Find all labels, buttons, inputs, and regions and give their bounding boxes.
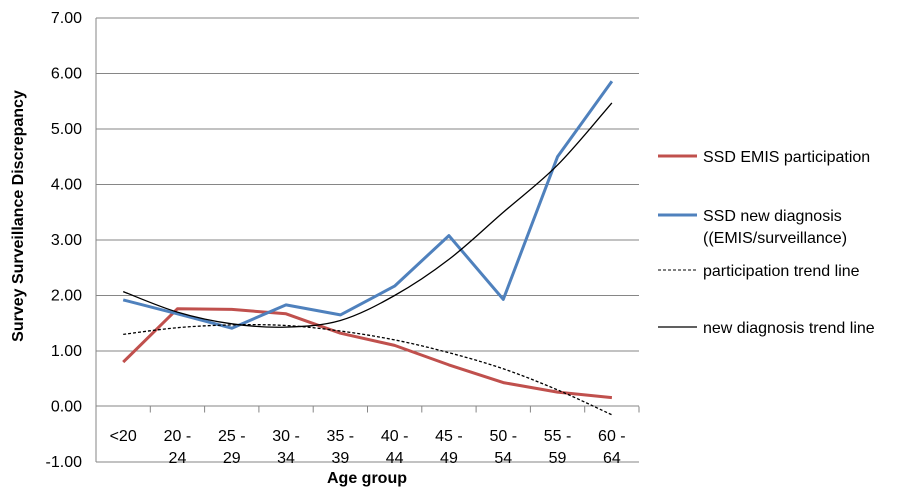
x-tick-label: <20 [110,428,137,445]
series-line-0 [122,307,613,400]
series-line-1 [122,80,614,330]
x-axis-title: Age group [327,470,407,487]
x-tick-label: 54 [494,450,512,467]
x-tick-label: 39 [331,450,349,467]
x-tick-label: 49 [440,450,458,467]
x-tick-label: 25 - [218,428,246,445]
y-tick-label: 4.00 [51,177,82,194]
x-tick-label: 40 - [381,428,409,445]
x-tick-label: 34 [277,450,295,467]
series-layer [122,80,614,400]
x-tick-label: 59 [549,450,567,467]
y-tick-label: 6.00 [51,66,82,83]
trend-line-1 [122,102,613,328]
x-tick-label: 20 - [164,428,192,445]
x-tick-label: 55 - [544,428,572,445]
legend-trend-0-label: participation trend line [703,263,860,280]
y-tick-label: 2.00 [51,288,82,305]
y-tick-labels: 7.00 6.00 5.00 4.00 3.00 2.00 1.00 0.00 -1.00 [46,10,83,471]
legend-trend-1-label: new diagnosis trend line [703,320,875,337]
legend-series-1-label: SSD new diagnosis [703,208,842,225]
legend-series-0-label: SSD EMIS participation [703,149,870,166]
x-tick-label: 24 [169,450,187,467]
x-tick-labels: <20 20 - 24 25 - 29 30 - 34 35 - 39 40 - 44 45 - 49 5… [95,406,640,467]
x-tick-label: 35 - [327,428,355,445]
x-tick-label: 64 [603,450,621,467]
y-tick-label: 5.00 [51,121,82,138]
trend-layer [122,102,613,416]
x-tick-label: 60 - [598,428,626,445]
trend-line-0 [123,324,613,416]
y-tick-label: 0.00 [51,399,82,416]
axes [95,18,639,462]
x-tick-label: 29 [223,450,241,467]
x-tick-label: 50 - [489,428,517,445]
legend: SSD EMIS participation SSD new diagnosis (… [658,149,875,337]
x-tick-label: 45 - [435,428,463,445]
gridlines [96,17,639,463]
y-tick-label: 1.00 [51,343,82,360]
y-tick-label: -1.00 [46,454,83,471]
legend-series-1-label: ((EMIS/surveillance) [703,230,847,247]
y-tick-label: 3.00 [51,232,82,249]
y-tick-label: 7.00 [51,10,82,27]
x-tick-label: 30 - [272,428,300,445]
y-axis-title: Survey Surveillance Discrepancy [10,90,27,342]
x-tick-label: 44 [386,450,404,467]
